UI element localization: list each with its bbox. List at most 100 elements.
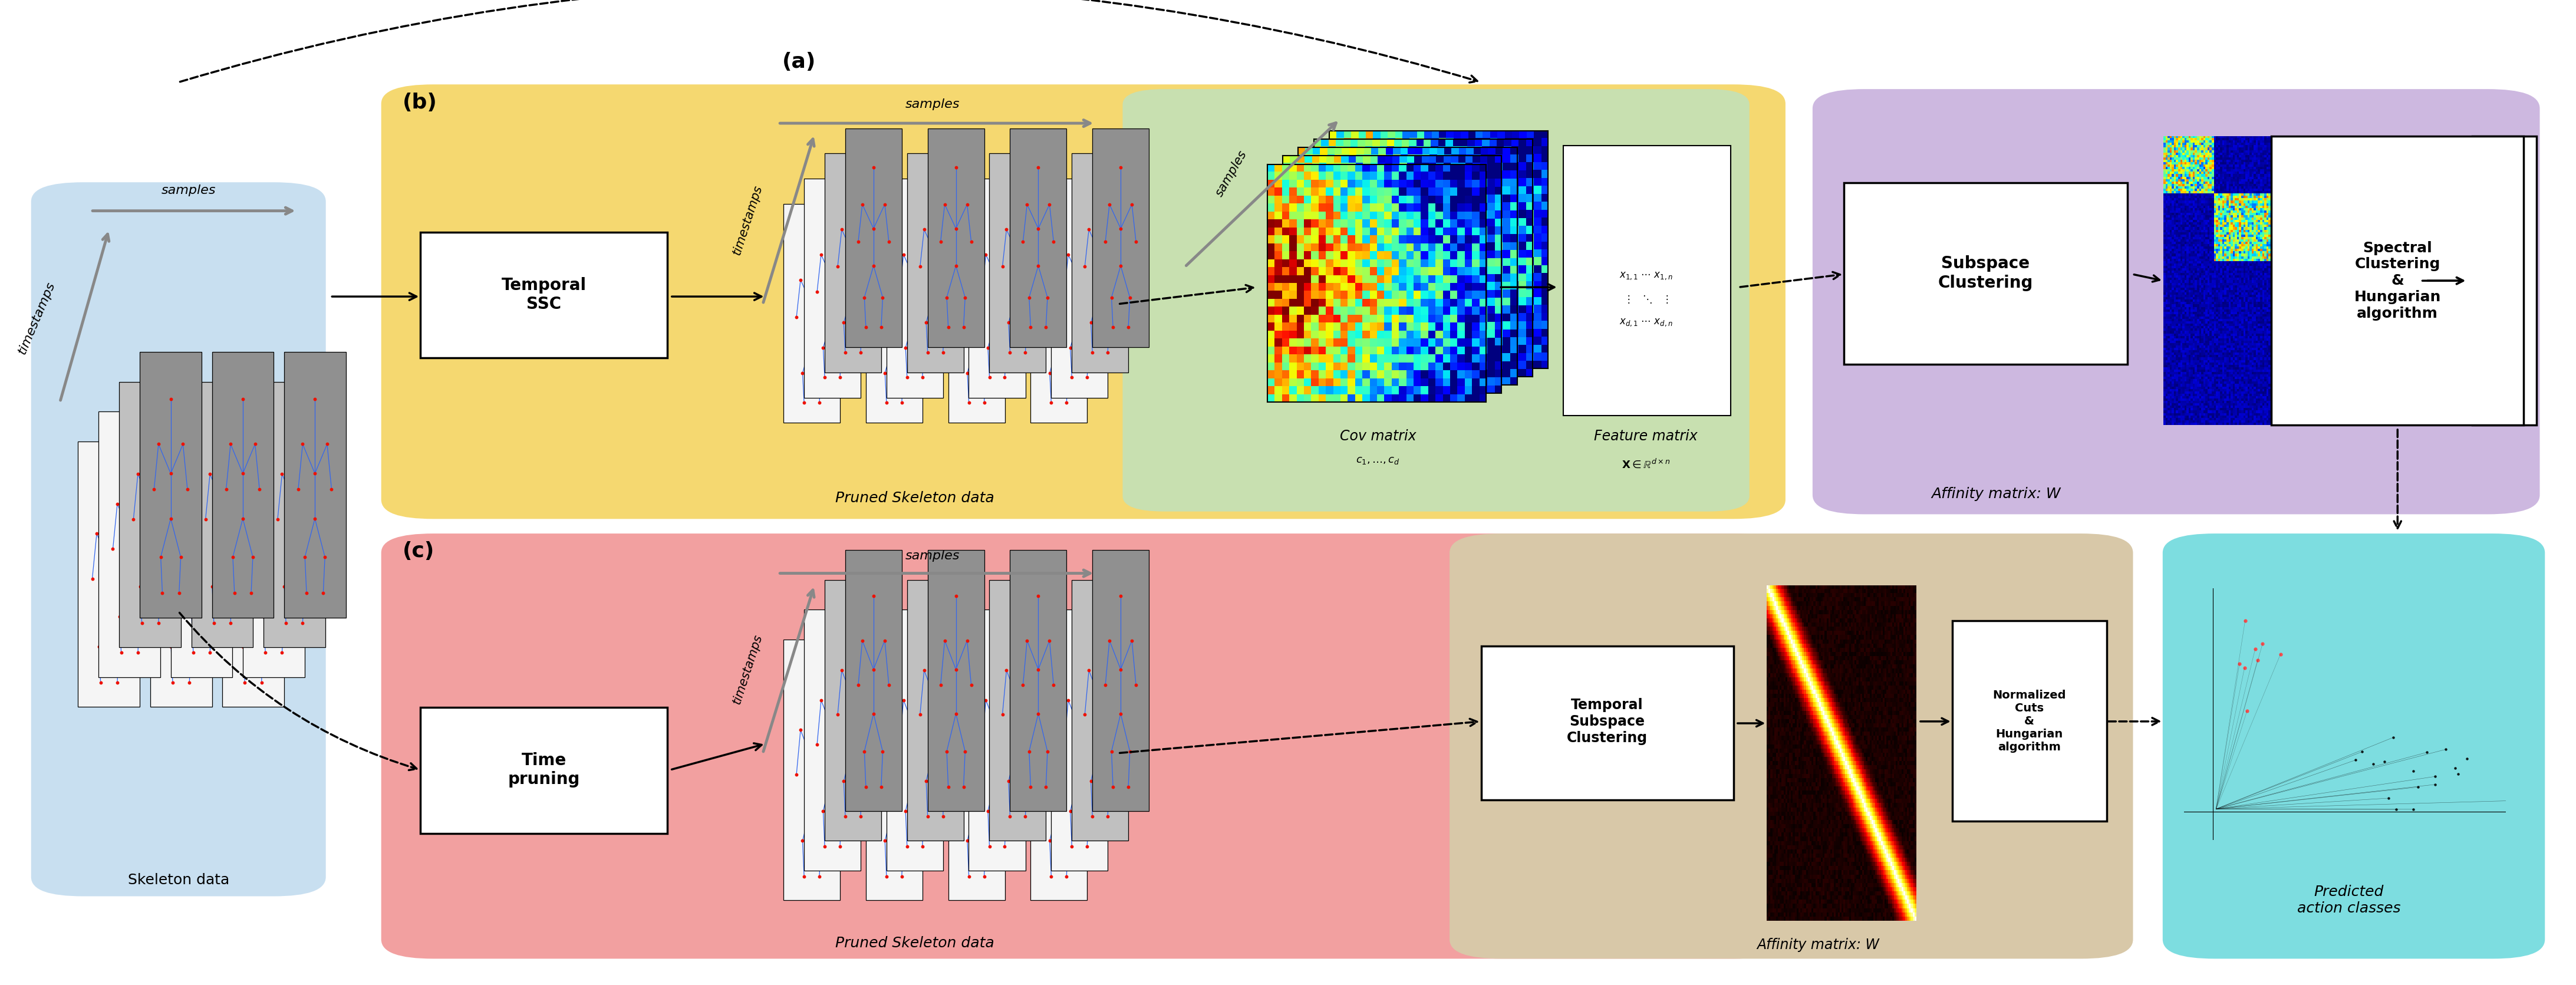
Point bbox=[1090, 222, 1131, 237]
Point bbox=[265, 615, 307, 630]
Point bbox=[930, 707, 971, 723]
Point bbox=[80, 675, 121, 690]
Point bbox=[1079, 691, 1121, 707]
Point bbox=[1028, 290, 1069, 305]
Point bbox=[956, 795, 997, 811]
Point bbox=[149, 466, 191, 482]
Point bbox=[1074, 284, 1115, 299]
Point bbox=[273, 541, 314, 557]
Point bbox=[796, 737, 837, 753]
Bar bbox=[283, 352, 345, 618]
FancyBboxPatch shape bbox=[420, 707, 667, 833]
Point bbox=[951, 233, 992, 249]
Point bbox=[945, 290, 987, 305]
Point bbox=[211, 615, 252, 630]
Point bbox=[961, 284, 1002, 299]
Point bbox=[989, 773, 1030, 789]
Point bbox=[845, 779, 886, 795]
Point bbox=[281, 615, 322, 630]
Point bbox=[863, 196, 904, 212]
Point bbox=[211, 436, 252, 452]
Point bbox=[1012, 259, 1054, 275]
Point bbox=[1023, 766, 1064, 782]
Point bbox=[894, 721, 935, 737]
Point bbox=[884, 692, 925, 708]
Point bbox=[963, 395, 1005, 411]
Point bbox=[863, 722, 904, 738]
Text: Predicted
action classes: Predicted action classes bbox=[2298, 886, 2401, 916]
Point bbox=[1007, 222, 1048, 237]
Point bbox=[945, 272, 987, 288]
Bar bbox=[866, 639, 922, 900]
Point bbox=[121, 495, 162, 511]
Point bbox=[997, 283, 1038, 298]
Point bbox=[1028, 632, 1069, 648]
Point bbox=[263, 579, 304, 595]
Point bbox=[167, 482, 209, 497]
Point bbox=[925, 773, 966, 789]
Point bbox=[191, 579, 232, 595]
Point bbox=[791, 333, 832, 349]
Point bbox=[242, 609, 283, 624]
Point bbox=[873, 333, 914, 349]
Point bbox=[1028, 744, 1069, 759]
Bar bbox=[1030, 204, 1087, 423]
Bar bbox=[1010, 128, 1066, 348]
Point bbox=[889, 309, 930, 325]
Point bbox=[914, 736, 956, 752]
Point bbox=[1110, 744, 1151, 759]
Point bbox=[1048, 247, 1090, 263]
Point bbox=[845, 744, 886, 759]
Point bbox=[961, 737, 1002, 753]
Point bbox=[845, 319, 886, 335]
Point bbox=[113, 511, 155, 527]
Point bbox=[775, 766, 817, 782]
Point bbox=[245, 645, 286, 661]
Point bbox=[853, 662, 894, 678]
Bar bbox=[948, 639, 1005, 900]
Point bbox=[796, 284, 837, 299]
Bar bbox=[804, 178, 860, 398]
Point bbox=[1059, 648, 1100, 664]
Point bbox=[987, 803, 1028, 819]
Point bbox=[1059, 721, 1100, 737]
Point bbox=[307, 436, 348, 452]
Point bbox=[832, 619, 873, 634]
Point bbox=[922, 809, 963, 824]
Point bbox=[822, 340, 863, 356]
Text: timestamps: timestamps bbox=[732, 632, 765, 705]
Text: samples: samples bbox=[1213, 149, 1249, 199]
Point bbox=[252, 570, 294, 586]
Point bbox=[1069, 773, 1110, 789]
Text: Affinity matrix: W: Affinity matrix: W bbox=[1757, 938, 1880, 952]
Point bbox=[894, 308, 935, 324]
Point bbox=[1108, 779, 1149, 795]
FancyBboxPatch shape bbox=[1564, 146, 1731, 416]
Bar bbox=[989, 580, 1046, 840]
Point bbox=[237, 541, 278, 557]
Point bbox=[804, 369, 845, 385]
Point bbox=[294, 391, 335, 407]
Point bbox=[222, 466, 263, 482]
Point bbox=[286, 585, 327, 601]
Point bbox=[1010, 779, 1051, 795]
Point bbox=[1090, 663, 1131, 679]
Point bbox=[925, 632, 966, 648]
Point bbox=[126, 541, 167, 557]
Point bbox=[1064, 707, 1105, 723]
FancyBboxPatch shape bbox=[1953, 621, 2107, 821]
Point bbox=[894, 271, 935, 287]
Point bbox=[1018, 160, 1059, 175]
FancyBboxPatch shape bbox=[2473, 136, 2537, 426]
Point bbox=[927, 319, 969, 335]
Point bbox=[1048, 272, 1090, 288]
Point bbox=[837, 677, 878, 692]
Point bbox=[1048, 803, 1090, 819]
Point bbox=[77, 526, 118, 542]
Point bbox=[149, 638, 191, 654]
Point bbox=[791, 234, 832, 250]
Point bbox=[930, 259, 971, 275]
Point bbox=[1030, 395, 1072, 411]
Point bbox=[775, 309, 817, 325]
Point bbox=[873, 234, 914, 250]
